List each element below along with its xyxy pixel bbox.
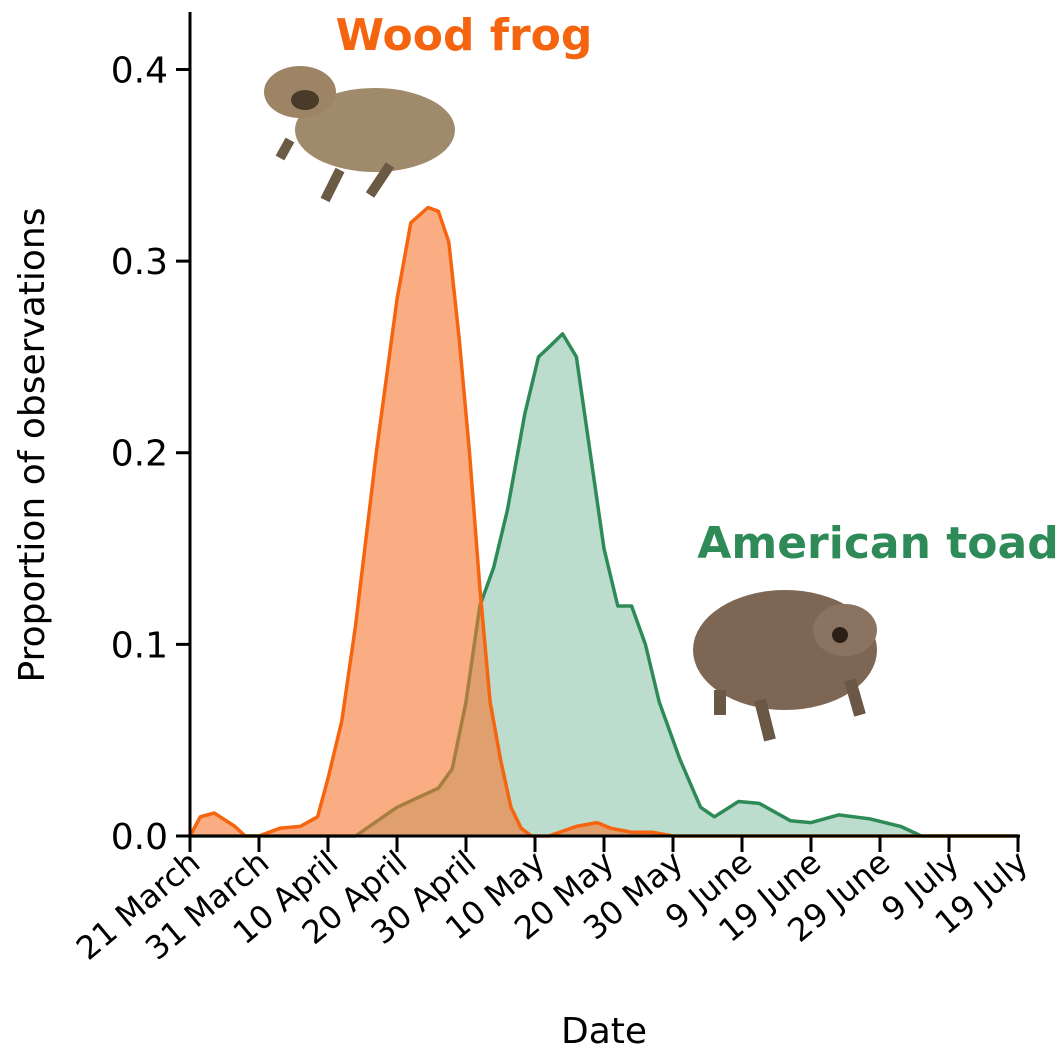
series-label: American toad: [697, 518, 1058, 569]
series-label: Wood frog: [336, 10, 593, 61]
y-tick-label: 0.4: [111, 50, 168, 91]
x-axis-label: Date: [561, 1011, 647, 1052]
page: Date Proportion of observations Wood fro…: [0, 0, 1060, 1053]
y-tick-label: 0.2: [111, 434, 168, 475]
y-axis-label: Proportion of observations: [12, 208, 53, 683]
toad-icon: [693, 590, 877, 740]
area-fill: [190, 334, 1018, 836]
y-tick-label: 0.1: [111, 625, 168, 666]
frog-icon: [264, 66, 455, 200]
chart: Date Proportion of observations Wood fro…: [0, 0, 1060, 1053]
y-tick-label: 0.3: [111, 242, 168, 283]
y-tick-label: 0.0: [111, 817, 168, 858]
